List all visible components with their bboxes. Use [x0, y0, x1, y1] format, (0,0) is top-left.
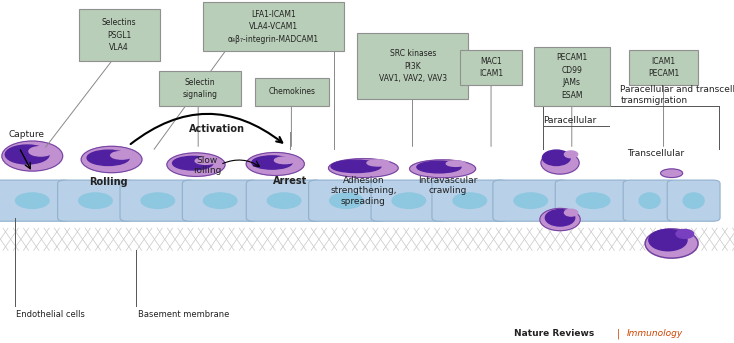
Ellipse shape: [564, 209, 578, 216]
Ellipse shape: [514, 193, 548, 209]
Text: Slow
rolling: Slow rolling: [193, 156, 221, 176]
Ellipse shape: [367, 160, 389, 166]
Ellipse shape: [639, 193, 660, 209]
Text: Activation: Activation: [189, 123, 244, 134]
FancyBboxPatch shape: [120, 180, 195, 221]
FancyBboxPatch shape: [493, 180, 568, 221]
Ellipse shape: [252, 156, 292, 169]
Text: Nature Reviews: Nature Reviews: [514, 329, 594, 338]
FancyBboxPatch shape: [57, 180, 134, 221]
Ellipse shape: [79, 193, 112, 209]
Ellipse shape: [15, 193, 49, 209]
Ellipse shape: [29, 146, 53, 156]
FancyBboxPatch shape: [357, 33, 468, 99]
Text: Selectin
signaling: Selectin signaling: [183, 78, 217, 99]
Text: Capture: Capture: [9, 130, 45, 139]
Text: Immunology: Immunology: [627, 329, 683, 338]
FancyBboxPatch shape: [0, 180, 70, 221]
Ellipse shape: [141, 193, 175, 209]
FancyBboxPatch shape: [182, 180, 258, 221]
Text: LFA1-ICAM1
VLA4-VCAM1
α₄β₇-integrin-MADCAM1: LFA1-ICAM1 VLA4-VCAM1 α₄β₇-integrin-MADC…: [228, 10, 319, 44]
Ellipse shape: [540, 209, 580, 231]
FancyBboxPatch shape: [308, 180, 385, 221]
Ellipse shape: [81, 146, 142, 173]
Ellipse shape: [330, 193, 363, 209]
Text: MAC1
ICAM1: MAC1 ICAM1: [479, 57, 503, 79]
FancyBboxPatch shape: [667, 180, 720, 221]
FancyBboxPatch shape: [247, 180, 321, 221]
Ellipse shape: [645, 229, 698, 258]
Text: Intravascular
crawling: Intravascular crawling: [418, 176, 477, 196]
Text: Paracellular: Paracellular: [543, 116, 597, 125]
FancyBboxPatch shape: [460, 50, 522, 85]
Bar: [0, 184, 712, 218]
Ellipse shape: [246, 153, 305, 175]
Ellipse shape: [453, 193, 487, 209]
Text: Arrest: Arrest: [273, 176, 307, 186]
Text: Rolling: Rolling: [90, 177, 128, 187]
Ellipse shape: [167, 153, 225, 176]
Ellipse shape: [676, 229, 694, 238]
Ellipse shape: [87, 150, 129, 165]
Ellipse shape: [541, 152, 579, 174]
Ellipse shape: [5, 145, 49, 164]
Ellipse shape: [392, 193, 426, 209]
FancyBboxPatch shape: [623, 180, 676, 221]
Text: |: |: [617, 328, 619, 339]
Ellipse shape: [542, 150, 570, 166]
Ellipse shape: [661, 169, 683, 178]
Ellipse shape: [446, 161, 465, 166]
Ellipse shape: [2, 141, 62, 171]
Ellipse shape: [564, 151, 578, 158]
Text: ICAM1
PECAM1: ICAM1 PECAM1: [648, 57, 679, 79]
Text: Endothelial cells: Endothelial cells: [16, 310, 85, 319]
Ellipse shape: [331, 160, 381, 173]
Ellipse shape: [410, 160, 476, 178]
Ellipse shape: [545, 210, 575, 226]
Text: Basement membrane: Basement membrane: [138, 310, 229, 319]
Ellipse shape: [576, 193, 610, 209]
Text: SRC kinases
PI3K
VAV1, VAV2, VAV3: SRC kinases PI3K VAV1, VAV2, VAV3: [379, 49, 447, 83]
FancyBboxPatch shape: [534, 47, 610, 106]
FancyBboxPatch shape: [79, 9, 160, 61]
Ellipse shape: [195, 157, 216, 164]
FancyBboxPatch shape: [432, 180, 507, 221]
Ellipse shape: [203, 193, 237, 209]
FancyBboxPatch shape: [203, 2, 344, 51]
Ellipse shape: [328, 158, 398, 178]
Text: Adhesion
strengthening,
spreading: Adhesion strengthening, spreading: [330, 176, 396, 206]
Ellipse shape: [275, 157, 295, 164]
Ellipse shape: [649, 229, 687, 251]
Text: Paracellular and transcellular
transmigration: Paracellular and transcellular transmigr…: [620, 85, 734, 105]
Ellipse shape: [267, 193, 301, 209]
Ellipse shape: [417, 161, 461, 173]
Text: PECAM1
CD99
JAMs
ESAM: PECAM1 CD99 JAMs ESAM: [556, 53, 587, 99]
Text: Selectins
PSGL1
VLA4: Selectins PSGL1 VLA4: [102, 18, 137, 52]
FancyBboxPatch shape: [556, 180, 631, 221]
Ellipse shape: [172, 156, 213, 170]
Text: Chemokines: Chemokines: [268, 87, 316, 96]
FancyBboxPatch shape: [629, 50, 698, 85]
FancyBboxPatch shape: [255, 78, 329, 106]
Ellipse shape: [683, 193, 704, 209]
FancyBboxPatch shape: [159, 71, 241, 106]
FancyBboxPatch shape: [371, 180, 446, 221]
Text: Transcellular: Transcellular: [627, 149, 684, 158]
Ellipse shape: [111, 152, 133, 159]
